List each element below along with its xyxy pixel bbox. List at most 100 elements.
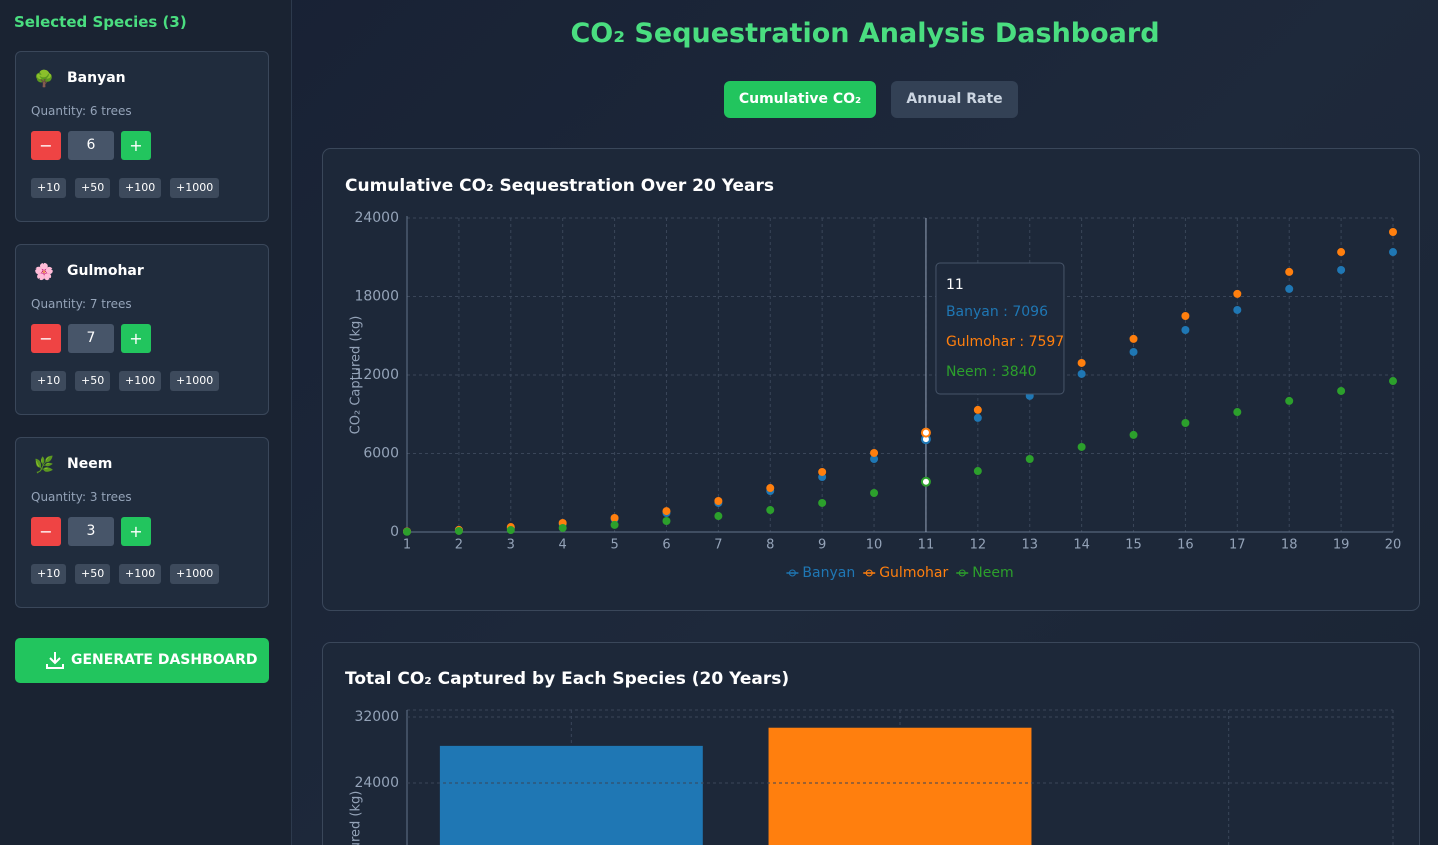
quick-add-button[interactable]: +50	[75, 178, 111, 198]
quantity-input[interactable]: 7	[68, 324, 114, 353]
y-tick-label: 24000	[354, 210, 399, 226]
data-point	[403, 527, 411, 536]
data-point	[920, 427, 931, 438]
quick-add-button[interactable]: +10	[31, 371, 67, 391]
tooltip-title: 11	[946, 277, 964, 293]
x-tick-label: 7	[714, 538, 722, 553]
species-icon: 🌳	[34, 69, 54, 88]
x-tick-label: 16	[1177, 538, 1194, 553]
x-tick-label: 18	[1281, 538, 1298, 553]
data-point	[610, 514, 619, 523]
quick-add-button[interactable]: +100	[119, 178, 162, 198]
quantity-label: Quantity: 3 trees	[31, 490, 132, 504]
species-card: 🌿 Neem Quantity: 3 trees −3 + +10 +50 +100 +1000	[15, 437, 269, 608]
data-point	[1077, 442, 1086, 451]
data-point	[506, 526, 515, 535]
data-point	[714, 512, 723, 521]
download-icon	[46, 652, 64, 669]
legend: Banyan Gulmohar Neem	[786, 565, 1014, 581]
data-point	[1389, 227, 1397, 236]
quick-add-button[interactable]: +10	[31, 178, 67, 198]
x-tick-label: 20	[1385, 538, 1402, 553]
data-point	[1285, 267, 1294, 276]
quick-add-button[interactable]: +1000	[170, 371, 220, 391]
legend-symbol	[958, 569, 966, 577]
x-tick-label: 10	[866, 538, 883, 553]
quantity-label: Quantity: 7 trees	[31, 297, 132, 311]
data-point	[1129, 347, 1138, 356]
y-tick-label: 6000	[363, 446, 399, 462]
quick-add-button[interactable]: +100	[119, 371, 162, 391]
quick-add-button[interactable]: +50	[75, 371, 111, 391]
x-tick-label: 12	[970, 538, 987, 553]
data-point	[1285, 284, 1294, 293]
x-tick-label: 5	[610, 538, 618, 553]
x-tick-label: 9	[818, 538, 826, 553]
tab[interactable]: Annual Rate	[891, 81, 1018, 118]
decrement-button[interactable]: −	[31, 517, 61, 546]
quick-add-button[interactable]: +1000	[170, 564, 220, 584]
chart-panel	[322, 148, 1420, 611]
generate-button[interactable]: GENERATE DASHBOARD	[15, 638, 269, 683]
increment-button[interactable]: +	[121, 131, 151, 160]
x-tick-label: 11	[918, 538, 935, 553]
data-point	[662, 517, 671, 526]
data-point	[1077, 369, 1086, 378]
data-point	[973, 467, 982, 476]
decrement-button[interactable]: −	[31, 324, 61, 353]
species-card: 🌸 Gulmohar Quantity: 7 trees −7 + +10 +50 +100 +…	[15, 244, 269, 415]
quantity-label: Quantity: 6 trees	[31, 104, 132, 118]
data-point	[1285, 396, 1294, 405]
dashboard-title: CO₂ Sequestration Analysis Dashboard	[570, 18, 1160, 49]
data-point	[1129, 334, 1138, 343]
sidebar-title: Selected Species (3)	[14, 13, 187, 31]
increment-button[interactable]: +	[121, 517, 151, 546]
data-point	[766, 484, 775, 493]
data-point	[714, 496, 723, 505]
data-point	[1389, 377, 1397, 386]
tooltip-entry: Banyan : 7096	[946, 304, 1048, 320]
data-point	[1233, 305, 1242, 314]
quantity-input[interactable]: 3	[68, 517, 114, 546]
data-point	[1389, 248, 1397, 257]
chart-title: Cumulative CO₂ Sequestration Over 20 Yea…	[345, 176, 774, 196]
data-point	[558, 523, 567, 532]
data-point	[610, 520, 619, 529]
species-name: Neem	[67, 456, 113, 472]
charts: Cumulative CO₂ Sequestration Over 20 Yea…	[322, 148, 1420, 845]
chart-title: Total CO₂ Captured by Each Species (20 Y…	[345, 669, 789, 689]
x-tick-label: 8	[766, 538, 774, 553]
y-tick-label: 18000	[354, 289, 399, 305]
data-point	[973, 413, 982, 422]
legend-symbol	[865, 569, 873, 577]
data-point	[1025, 454, 1034, 463]
data-point	[662, 507, 671, 516]
quantity-input[interactable]: 6	[68, 131, 114, 160]
y-tick-label: 32000	[354, 709, 399, 725]
data-point	[920, 476, 931, 487]
quick-add-button[interactable]: +50	[75, 564, 111, 584]
quick-add-button[interactable]: +10	[31, 564, 67, 584]
species-icon: 🌸	[34, 262, 54, 281]
x-tick-label: 2	[455, 538, 463, 553]
species-card: 🌳 Banyan Quantity: 6 trees −6 + +10 +50 +100 +10…	[15, 51, 269, 222]
x-tick-label: 15	[1125, 538, 1142, 553]
x-tick-label: 17	[1229, 538, 1246, 553]
x-tick-label: 14	[1073, 538, 1090, 553]
data-point	[818, 467, 827, 476]
data-point	[1337, 265, 1346, 274]
data-point	[973, 405, 982, 414]
tooltip-entry: Gulmohar : 7597	[946, 334, 1064, 350]
data-point	[1337, 386, 1346, 395]
quick-add-button[interactable]: +100	[119, 564, 162, 584]
species-icon: 🌿	[34, 455, 54, 474]
data-point	[454, 526, 463, 535]
legend-label: Gulmohar	[879, 565, 948, 581]
data-point	[870, 448, 879, 457]
increment-button[interactable]: +	[121, 324, 151, 353]
x-tick-label: 3	[507, 538, 515, 553]
quick-add-button[interactable]: +1000	[170, 178, 220, 198]
decrement-button[interactable]: −	[31, 131, 61, 160]
tab[interactable]: Cumulative CO₂	[724, 81, 876, 118]
